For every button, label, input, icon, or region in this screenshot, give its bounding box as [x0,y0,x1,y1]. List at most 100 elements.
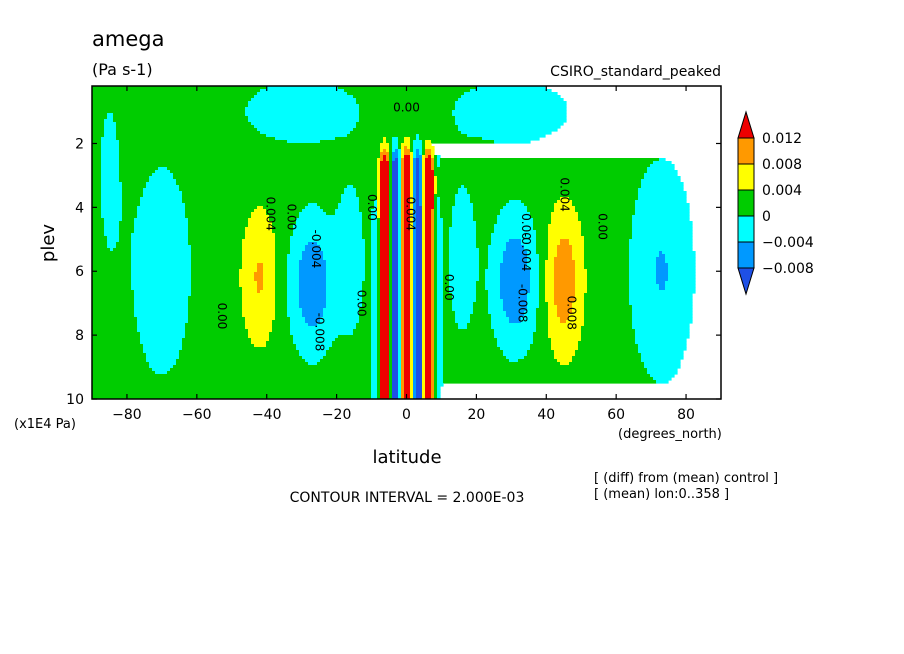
contour-band-cell [266,344,297,348]
contour-band-cell [479,278,486,282]
contour-band-cell [335,137,384,141]
contour-band-cell [392,194,399,198]
contour-band-cell [302,254,324,258]
contour-band-cell [371,389,378,393]
contour-band-cell [410,353,414,357]
contour-band-cell [377,212,381,216]
contour-band-cell [416,302,423,306]
contour-band-cell [452,308,474,312]
contour-band-cell [239,284,258,288]
contour-band-cell [398,392,402,396]
contour-band-cell [398,155,402,159]
contour-band-cell [569,317,585,321]
contour-band-cell [410,197,414,201]
contour-band-cell [380,167,390,171]
contour-band-cell [422,188,426,192]
contour-band-cell [434,200,438,204]
contour-band-cell [557,245,573,249]
contour-band-cell [380,143,390,147]
contour-band-cell [416,362,423,366]
contour-band-cell [413,275,417,279]
contour-band-cell [416,170,420,174]
contour-band-cell [557,248,573,252]
contour-band-cell [392,272,399,276]
contour-band-cell [380,263,390,267]
contour-band-cell [545,296,555,300]
contour-band-cell [401,389,405,393]
contour-band-cell [443,233,450,237]
contour-band-cell [410,377,414,381]
contour-band-cell [245,113,360,117]
contour-band-cell [359,110,453,114]
contour-band-cell [500,281,531,285]
contour-band-cell [92,221,105,225]
contour-band-cell [416,179,420,183]
contour-band-cell [587,269,630,273]
contour-band-cell [398,314,402,318]
contour-band-cell [137,320,189,324]
contour-band-cell [398,206,402,210]
contour-band-cell [416,299,423,303]
contour-band-cell [476,245,489,249]
contour-band-cell [434,380,438,384]
contour-band-cell [437,362,444,366]
contour-band-cell [140,332,186,336]
contour-band-cell [254,275,264,279]
contour-band-cell [248,101,357,105]
contour-band-cell [422,311,426,315]
contour-band-cell [422,302,426,306]
contour-band-cell [287,272,300,276]
contour-band-cell [413,209,417,213]
contour-band-cell [419,188,423,192]
contour-band-cell [140,338,183,342]
contour-band-cell [413,296,417,300]
contour-band-cell [299,266,327,270]
contour-band-cell [503,308,528,312]
contour-band-cell [455,119,567,123]
contour-band-cell [419,167,423,171]
contour-band-cell [410,386,414,390]
contour-band-cell [410,275,414,279]
contour-band-cell [398,347,402,351]
contour-band-cell [452,296,477,300]
contour-band-cell [401,221,405,225]
contour-band-cell [398,176,402,180]
contour-band-cell [413,392,417,396]
contour-band-cell [104,224,120,228]
contour-band-cell [320,320,360,324]
contour-band-cell [380,353,390,357]
contour-band-cell [434,269,438,273]
contour-band-cell [371,365,378,369]
contour-band-cell [122,191,144,195]
contour-band-cell [371,350,378,354]
contour-band-cell [263,272,276,276]
contour-band-cell [398,197,402,201]
contour-band-cell [503,299,528,303]
contour-band-cell [404,302,411,306]
contour-band-cell [377,188,381,192]
contour-band-cell [467,191,639,195]
contour-band-cell [92,332,141,336]
contour-band-cell [434,170,648,174]
contour-band-cell [113,119,249,123]
contour-band-cell [422,362,426,366]
contour-band-cell [320,206,339,210]
contour-band-cell [371,371,378,375]
contour-band-cell [425,257,432,261]
contour-band-cell [437,383,444,387]
contour-band-cell [401,173,405,177]
contour-band-cell [434,293,438,297]
contour-band-cell [434,329,438,333]
contour-band-cell [371,347,378,351]
contour-band-cell [122,215,138,219]
contour-band-cell [380,164,390,168]
contour-band-cell [524,314,537,318]
contour-band-cell [92,374,372,378]
contour-band-cell [389,227,393,231]
contour-band-cell [392,263,399,267]
contour-band-cell [431,287,435,291]
contour-band-cell [134,311,189,315]
contour-band-cell [401,377,405,381]
contour-band-cell [413,320,417,324]
contour-band-cell [443,230,450,234]
